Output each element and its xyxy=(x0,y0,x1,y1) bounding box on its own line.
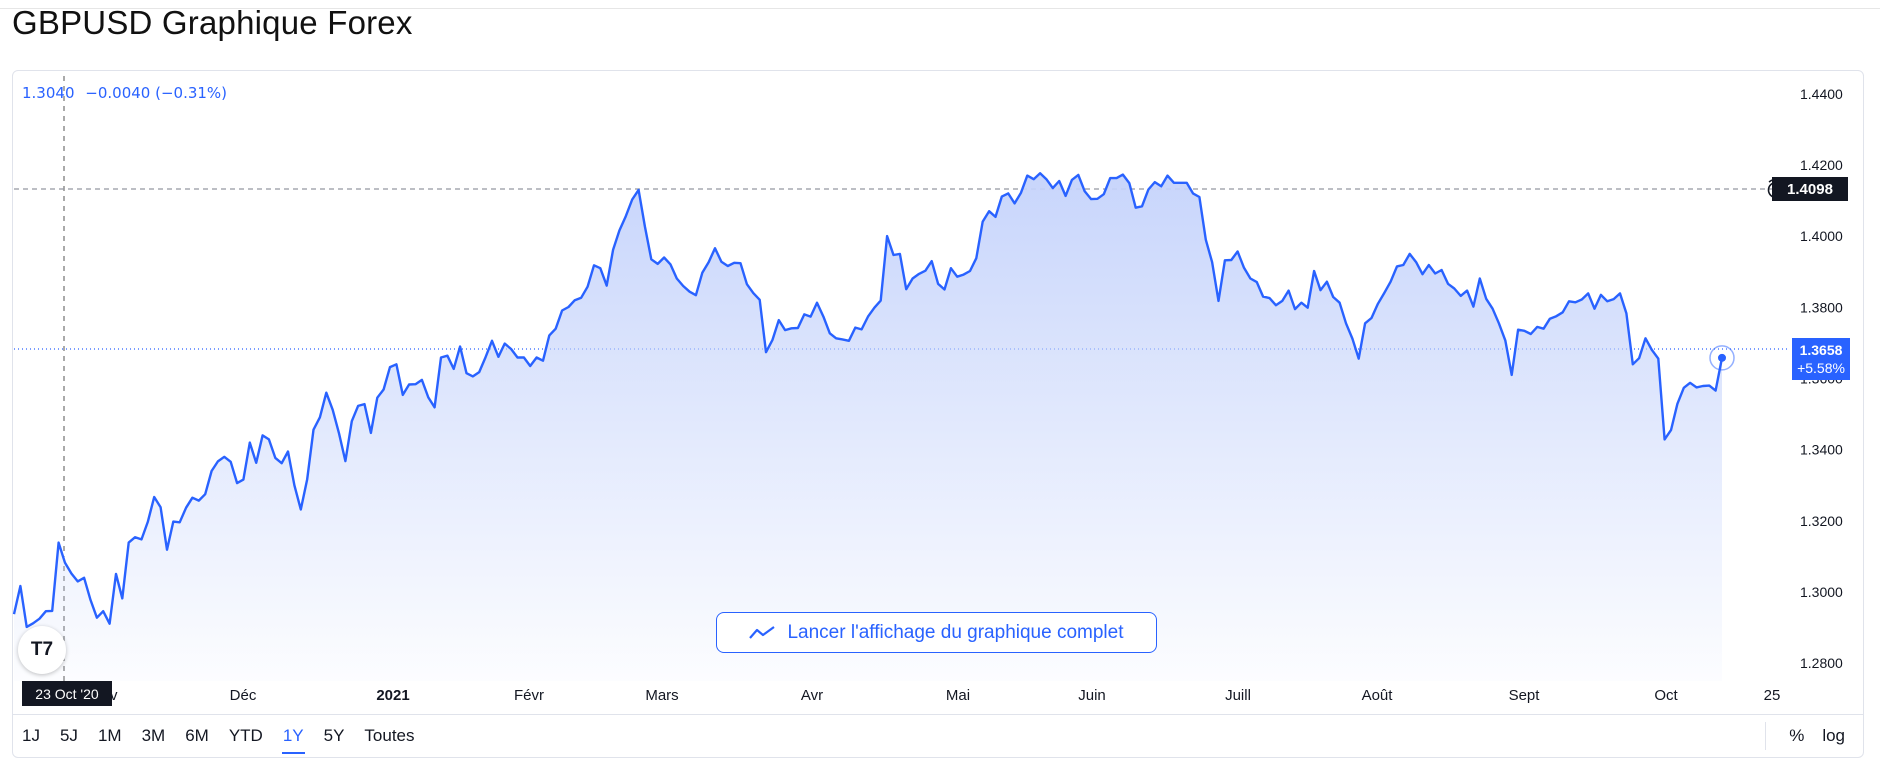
x-tick-label: Déc xyxy=(230,687,257,704)
range-ytd[interactable]: YTD xyxy=(228,726,263,745)
last-price-change: +5.58% xyxy=(1797,360,1845,376)
crosshair-date-tag: 23 Oct '20 xyxy=(22,681,112,706)
x-tick-label-partial: v xyxy=(110,687,118,704)
range-1m[interactable]: 1M xyxy=(97,726,122,745)
log-scale-toggle[interactable]: log xyxy=(1822,726,1845,745)
x-tick-label: Août xyxy=(1362,687,1394,704)
range-1y[interactable]: 1Y xyxy=(281,722,305,754)
y-tick-label: 1.4000 xyxy=(1800,228,1843,244)
tradingview-logo[interactable]: T7 xyxy=(18,626,66,674)
last-point-halo xyxy=(1709,345,1735,371)
range-6m[interactable]: 6M xyxy=(185,726,209,745)
last-point xyxy=(1718,353,1726,362)
x-tick-label: Févr xyxy=(514,687,544,704)
range-5y[interactable]: 5Y xyxy=(323,726,345,745)
x-tick-label: Mars xyxy=(645,687,678,704)
y-tick-label: 1.4400 xyxy=(1800,86,1843,102)
range-selector: 1J 5J 1M 3M 6M YTD 1Y 5Y Toutes xyxy=(12,716,425,756)
y-tick-label: 1.3800 xyxy=(1800,299,1843,315)
scale-options: % log xyxy=(1765,716,1854,756)
x-tick-label: Avr xyxy=(801,687,823,704)
price-area xyxy=(14,173,1722,681)
range-3m[interactable]: 3M xyxy=(141,726,166,745)
x-tick-label: 2021 xyxy=(376,687,409,704)
y-tick-label: 1.3000 xyxy=(1800,584,1843,600)
x-tick-label: Mai xyxy=(946,687,970,704)
range-5d[interactable]: 5J xyxy=(59,726,78,745)
x-tick-label: Juin xyxy=(1078,687,1106,704)
trend-line-icon xyxy=(749,625,776,639)
last-price-value: 1.3658 xyxy=(1799,342,1843,358)
launch-full-chart-label: Lancer l'affichage du graphique complet xyxy=(787,621,1124,643)
range-1d[interactable]: 1J xyxy=(22,726,40,745)
y-tick-label: 1.3200 xyxy=(1800,513,1843,529)
legend-price: 1.3040 xyxy=(22,84,75,102)
range-all[interactable]: Toutes xyxy=(364,726,415,745)
x-tick-label: Oct xyxy=(1654,687,1678,704)
x-tick-label: Sept xyxy=(1509,687,1541,704)
y-tick-label: 1.2800 xyxy=(1800,655,1843,671)
scale-options-divider xyxy=(1765,722,1767,750)
top-divider xyxy=(0,8,1880,9)
x-tick-label: 25 xyxy=(1764,687,1781,704)
percent-scale-toggle[interactable]: % xyxy=(1789,726,1805,745)
page-title: GBPUSD Graphique Forex xyxy=(12,4,413,41)
last-price-tag: 1.3658 +5.58% xyxy=(1792,338,1850,380)
price-legend: 1.3040 −0.0040 (−0.31%) xyxy=(22,84,233,102)
y-tick-label: 1.4200 xyxy=(1800,157,1843,173)
legend-change: −0.0040 (−0.31%) xyxy=(85,84,228,102)
y-tick-label: 1.3400 xyxy=(1800,442,1843,458)
high-price-tag: 1.4098 xyxy=(1772,177,1848,201)
launch-full-chart-button[interactable]: Lancer l'affichage du graphique complet xyxy=(716,612,1157,653)
x-tick-label: Juill xyxy=(1225,687,1251,704)
toolbar-divider xyxy=(12,714,1864,715)
price-line xyxy=(12,172,1724,629)
high-price-value: 1.4098 xyxy=(1787,180,1833,198)
